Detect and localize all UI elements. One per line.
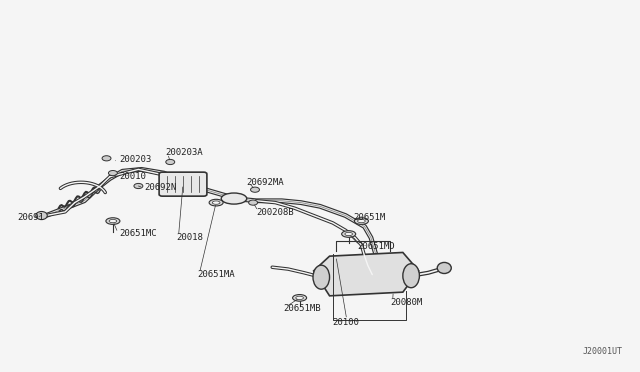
Ellipse shape bbox=[166, 160, 175, 164]
Text: 20651MC: 20651MC bbox=[119, 230, 157, 238]
Ellipse shape bbox=[108, 170, 117, 176]
Ellipse shape bbox=[248, 200, 257, 205]
Ellipse shape bbox=[212, 201, 220, 204]
Ellipse shape bbox=[355, 218, 369, 224]
Ellipse shape bbox=[358, 219, 365, 223]
Ellipse shape bbox=[313, 265, 330, 289]
Ellipse shape bbox=[134, 183, 143, 189]
Ellipse shape bbox=[102, 156, 111, 161]
Text: 20651MA: 20651MA bbox=[198, 270, 236, 279]
Text: 20018: 20018 bbox=[177, 233, 204, 242]
Text: 20691: 20691 bbox=[17, 213, 44, 222]
Ellipse shape bbox=[345, 232, 353, 235]
Polygon shape bbox=[314, 253, 419, 296]
FancyBboxPatch shape bbox=[159, 172, 207, 196]
Ellipse shape bbox=[292, 295, 307, 301]
Ellipse shape bbox=[437, 262, 451, 273]
Ellipse shape bbox=[106, 218, 120, 224]
Text: 20692N: 20692N bbox=[145, 183, 177, 192]
Text: 20010: 20010 bbox=[119, 172, 146, 181]
Text: 20080M: 20080M bbox=[390, 298, 422, 307]
Ellipse shape bbox=[296, 296, 303, 299]
Ellipse shape bbox=[36, 211, 47, 219]
Ellipse shape bbox=[221, 193, 246, 204]
Ellipse shape bbox=[109, 219, 116, 223]
Text: 200203: 200203 bbox=[119, 155, 152, 164]
Text: J20001UT: J20001UT bbox=[582, 347, 623, 356]
Ellipse shape bbox=[342, 231, 356, 237]
Text: 200203A: 200203A bbox=[166, 148, 204, 157]
Text: 20651MB: 20651MB bbox=[284, 304, 321, 313]
Text: 20651MD: 20651MD bbox=[357, 243, 395, 251]
Ellipse shape bbox=[209, 199, 223, 206]
Text: 20692MA: 20692MA bbox=[246, 178, 284, 187]
Ellipse shape bbox=[250, 187, 259, 192]
Text: 20100: 20100 bbox=[332, 318, 359, 327]
Ellipse shape bbox=[403, 264, 419, 288]
Text: 200208B: 200208B bbox=[256, 208, 294, 217]
Text: 20651M: 20651M bbox=[354, 213, 386, 222]
